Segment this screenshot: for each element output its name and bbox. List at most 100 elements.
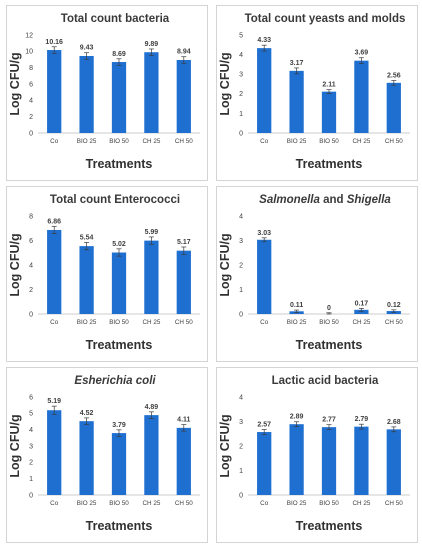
y-tick-label: 0 <box>29 311 33 318</box>
x-tick-label: CH 25 <box>142 138 160 145</box>
bar <box>176 250 191 314</box>
error-bar <box>181 424 187 432</box>
bar <box>386 82 401 133</box>
bar <box>79 55 94 133</box>
x-tick-label: CH 25 <box>142 319 160 326</box>
data-label: 4.52 <box>80 410 94 417</box>
error-bar <box>358 308 364 312</box>
error-bar <box>84 242 90 251</box>
error-bar <box>391 309 397 313</box>
x-tick-label: BIO 25 <box>77 500 97 507</box>
data-label: 9.43 <box>80 45 94 52</box>
error-bar <box>84 417 90 425</box>
chart-title: Total count bacteria <box>61 13 170 25</box>
y-tick-label: 0 <box>239 130 243 137</box>
x-tick-label: BIO 50 <box>109 319 129 326</box>
chart-panel-yeasts-molds: Total count yeasts and molds 0 1 2 3 4 5 4.33 Co… <box>216 5 418 181</box>
y-tick-label: 4 <box>29 427 33 434</box>
x-tick-label: BIO 25 <box>287 138 307 145</box>
data-label: 2.77 <box>322 417 336 424</box>
chart-panel-salmonella-shigella: Salmonella and Shigella 0 1 2 3 4 3.03 Co 0.11 BI… <box>216 186 418 362</box>
y-tick-label: 12 <box>25 32 33 39</box>
data-label: 5.17 <box>177 239 191 246</box>
error-bar <box>116 429 122 437</box>
panel-frame <box>6 367 208 543</box>
bar <box>144 415 159 495</box>
chart-title: Total count yeasts and molds <box>245 13 406 25</box>
bar <box>47 229 62 314</box>
y-tick-label: 2 <box>29 114 33 121</box>
data-label: 3.69 <box>355 50 369 57</box>
chart-title-part: and <box>320 194 347 206</box>
x-tick-label: BIO 25 <box>77 138 97 145</box>
chart-title: Salmonella and Shigella <box>259 194 391 206</box>
x-tick-label: CH 25 <box>352 319 370 326</box>
y-tick-label: 4 <box>239 394 243 401</box>
y-tick-label: 10 <box>25 49 33 56</box>
x-axis-title: Treatments <box>86 157 153 171</box>
chart-panel-total-bacteria: Total count bacteria 0 2 4 6 8 10 12 10.16 Co 9.43… <box>6 5 208 181</box>
x-tick-label: CH 25 <box>142 500 160 507</box>
error-bar <box>326 89 332 94</box>
bar <box>111 252 127 314</box>
bar <box>47 50 62 133</box>
bar <box>79 421 94 495</box>
y-tick-label: 4 <box>29 262 33 269</box>
y-tick-label: 4 <box>239 213 243 220</box>
chart-title-part: Salmonella <box>259 194 320 206</box>
y-tick-label: 6 <box>29 394 33 401</box>
error-bar <box>326 424 332 430</box>
y-tick-label: 8 <box>29 213 33 220</box>
x-tick-label: BIO 50 <box>109 138 129 145</box>
y-tick-label: 3 <box>29 443 33 450</box>
data-label: 2.56 <box>387 72 401 79</box>
y-tick-label: 2 <box>239 443 243 450</box>
y-axis-title: Log CFU/g <box>218 52 232 115</box>
y-axis-title: Log CFU/g <box>8 233 22 296</box>
data-label: 3.79 <box>112 422 126 429</box>
bar <box>257 239 272 314</box>
error-bar <box>358 57 364 64</box>
error-bar <box>116 58 122 66</box>
chart-panel-lactic-acid-bacteria: Lactic acid bacteria 0 1 2 3 4 2.57 Co 2.89 BIO 2… <box>216 367 418 543</box>
data-label: 4.33 <box>257 37 271 44</box>
x-axis-title: Treatments <box>296 338 363 352</box>
bar <box>144 240 159 314</box>
error-bar <box>261 237 267 243</box>
y-tick-label: 6 <box>29 238 33 245</box>
error-bar <box>148 236 154 245</box>
y-tick-label: 3 <box>239 72 243 79</box>
error-bar <box>51 46 57 54</box>
x-tick-label: Co <box>260 138 269 145</box>
bar <box>79 246 94 314</box>
error-bar <box>391 80 397 86</box>
data-label: 8.69 <box>112 51 126 58</box>
bar <box>289 70 304 133</box>
bar <box>47 410 62 495</box>
x-tick-label: CH 25 <box>352 138 370 145</box>
data-label: 2.57 <box>257 422 271 429</box>
y-tick-label: 5 <box>29 411 33 418</box>
chart-svg: Esherichia coli 0 1 2 3 4 5 6 5.19 Co 4.52 BIO 25 3.… <box>6 367 208 543</box>
chart-svg: Lactic acid bacteria 0 1 2 3 4 2.57 Co 2.89 BIO 2… <box>216 367 418 543</box>
error-bar <box>51 225 57 234</box>
x-tick-label: CH 25 <box>352 500 370 507</box>
bar <box>354 426 369 495</box>
error-bar <box>261 44 267 52</box>
x-tick-label: CH 50 <box>175 319 193 326</box>
y-tick-label: 0 <box>239 492 243 499</box>
data-label: 2.89 <box>290 414 304 421</box>
x-tick-label: Co <box>50 500 59 507</box>
y-tick-label: 3 <box>239 419 243 426</box>
x-tick-label: CH 50 <box>175 500 193 507</box>
y-tick-label: 1 <box>239 468 243 475</box>
x-tick-label: Co <box>260 319 269 326</box>
bar <box>354 309 369 314</box>
y-tick-label: 1 <box>239 111 243 118</box>
error-bar <box>358 423 364 430</box>
error-bar <box>261 429 267 435</box>
y-tick-label: 4 <box>29 98 33 105</box>
chart-panel-e-coli: Esherichia coli 0 1 2 3 4 5 6 5.19 Co 4.52 BIO 25 3.… <box>6 367 208 543</box>
data-label: 0.12 <box>387 302 401 309</box>
